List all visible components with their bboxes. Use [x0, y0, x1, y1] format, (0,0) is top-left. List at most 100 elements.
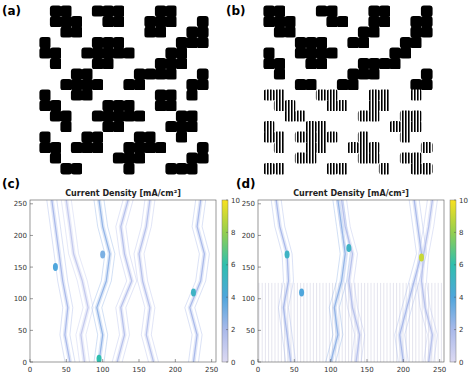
pixel-cell: [369, 122, 380, 133]
pixel-cell: [72, 153, 83, 164]
pixel-cell: [144, 142, 156, 154]
pixel-cell: [155, 68, 167, 80]
pixel-cell: [422, 59, 433, 70]
pixel-cell: [390, 164, 401, 175]
pixel-cell: [93, 90, 104, 101]
pixel-cell: [71, 89, 83, 101]
x-tick: [294, 359, 295, 362]
x-tick-label: 0: [28, 366, 32, 374]
x-tick-label: 100: [324, 366, 337, 374]
pixel-cell: [390, 111, 401, 122]
pixel-cell: [50, 152, 62, 164]
pixel-cell: [305, 142, 317, 154]
plot-content: [259, 200, 441, 362]
pixel-cell: [316, 89, 328, 101]
pixel-cell: [368, 100, 380, 112]
pixel-cell: [327, 27, 338, 38]
pixel-cell: [72, 48, 83, 59]
streamline: [400, 200, 422, 362]
pixel-cell: [348, 6, 359, 17]
pixel-cell: [198, 111, 209, 122]
hotspot: [346, 244, 351, 252]
pixel-cell: [50, 58, 62, 70]
pixel-cell: [296, 69, 307, 80]
x-tick-label: 150: [132, 366, 145, 374]
pixel-cell: [359, 101, 370, 112]
pixel-cell: [338, 69, 349, 80]
streamline-halo: [400, 200, 422, 362]
pixel-cell: [82, 17, 93, 28]
pixel-cell: [40, 69, 51, 80]
pixel-cell: [197, 142, 209, 154]
pixel-cell: [368, 26, 380, 38]
pixel-cell: [326, 5, 338, 17]
pixel-cell: [92, 79, 104, 91]
pixel-cell: [263, 16, 275, 28]
pixel-cell: [295, 79, 307, 91]
pixel-cell: [123, 110, 135, 122]
pixel-cell: [338, 132, 349, 143]
pixel-cell: [186, 89, 198, 101]
colorbar-tick: [226, 297, 228, 298]
pixel-cell: [61, 59, 72, 70]
pixel-cell: [40, 111, 51, 122]
pixel-cell: [326, 100, 338, 112]
pixel-cell: [348, 153, 359, 164]
pixel-cell: [400, 131, 412, 143]
pixel-cell: [285, 48, 296, 59]
pixel-cell: [274, 68, 286, 80]
pixel-cell: [337, 100, 349, 112]
pixel-cell: [82, 101, 93, 112]
pixel-cell: [92, 142, 104, 154]
pixel-cell: [390, 27, 401, 38]
colorbar-tick: [454, 232, 456, 233]
pixel-cell: [264, 153, 275, 164]
pixel-cell: [327, 38, 338, 49]
y-tick-label: 50: [18, 327, 27, 335]
pixel-cell: [40, 59, 51, 70]
pixel-cell: [60, 163, 72, 175]
pixel-cell: [177, 101, 188, 112]
pixel-cell: [317, 69, 328, 80]
pixel-cell: [411, 59, 422, 70]
pixel-cell: [145, 38, 156, 49]
pixel-cell: [295, 152, 307, 164]
pixel-cell: [421, 26, 433, 38]
pixel-cell: [93, 27, 104, 38]
pixel-cell: [82, 153, 93, 164]
pixel-cell: [135, 90, 146, 101]
pixel-cell: [274, 100, 286, 112]
pixel-cell: [348, 132, 359, 143]
pixel-cell: [348, 101, 359, 112]
pixel-cell: [348, 111, 359, 122]
pixel-cell: [358, 26, 370, 38]
pixel-cell: [347, 37, 359, 49]
y-tick-label: 200: [14, 232, 27, 240]
pixel-cell: [274, 26, 286, 38]
pixel-cell: [198, 122, 209, 133]
pixel-cell: [39, 47, 51, 59]
colorbar: [450, 200, 456, 362]
pixel-cell: [296, 143, 307, 154]
pixel-cell: [285, 153, 296, 164]
pixel-cell: [327, 69, 338, 80]
pixel-cell: [285, 90, 296, 101]
pixel-cell: [306, 69, 317, 80]
pixel-cell: [166, 111, 177, 122]
colorbar-tick: [226, 232, 228, 233]
pixel-cell: [187, 59, 198, 70]
pixel-cell: [145, 80, 156, 91]
panel-label: (b): [226, 4, 246, 18]
pixel-cell: [410, 121, 422, 133]
pixel-cell: [102, 110, 114, 122]
microstructure: [39, 5, 208, 174]
pixel-cell: [401, 6, 412, 17]
streamline: [139, 200, 154, 362]
pixel-cell: [71, 68, 83, 80]
x-tick-label: 200: [397, 366, 410, 374]
pixel-cell: [347, 142, 359, 154]
pixel-cell: [327, 80, 338, 91]
pixel-cell: [380, 132, 391, 143]
pixel-cell: [285, 122, 296, 133]
streamline-halo: [97, 200, 110, 362]
